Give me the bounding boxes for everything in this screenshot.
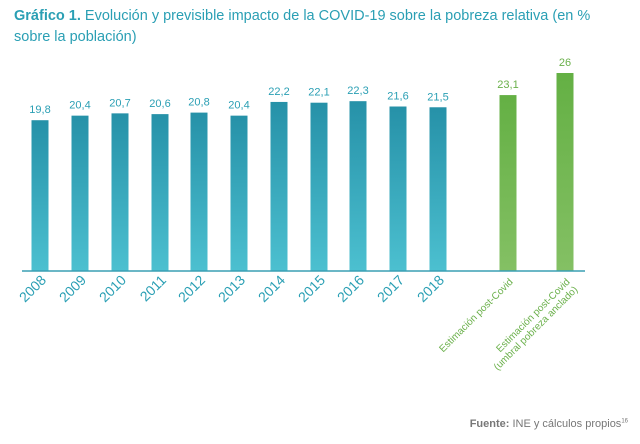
- tick-label-4: 2012: [175, 272, 208, 305]
- value-label-3: 20,6: [149, 98, 170, 110]
- tick-label-0-line-0: 2008: [16, 272, 49, 305]
- bar-0: [31, 120, 49, 271]
- bar-11: [499, 95, 517, 271]
- bar-10: [429, 107, 447, 272]
- value-label-5: 20,4: [228, 100, 249, 112]
- bar-5: [230, 115, 248, 272]
- tick-label-0: 2008: [16, 272, 49, 305]
- chart-title: Gráfico 1. Evolución y previsible impact…: [14, 6, 624, 48]
- tick-label-12-line-1: (umbral pobreza anclado): [492, 285, 580, 373]
- tick-label-5-line-0: 2013: [215, 272, 248, 305]
- value-label-6: 22,2: [268, 86, 289, 98]
- tick-label-10: 2018: [414, 272, 447, 305]
- value-label-7: 22,1: [308, 87, 329, 99]
- tick-label-6-line-0: 2014: [255, 272, 288, 305]
- source-note: Fuente: INE y cálculos propios16: [470, 418, 628, 430]
- bar-6: [270, 101, 288, 271]
- bar-2: [111, 113, 129, 271]
- tick-label-7-line-0: 2015: [295, 272, 328, 305]
- value-label-0: 19,8: [29, 104, 50, 116]
- value-label-2: 20,7: [109, 97, 130, 109]
- tick-label-8: 2016: [334, 272, 367, 305]
- tick-label-10-line-0: 2018: [414, 272, 447, 305]
- tick-label-3: 2011: [137, 272, 170, 305]
- bar-12: [556, 73, 574, 271]
- tick-label-2: 2010: [96, 272, 129, 305]
- bar-1: [71, 115, 89, 272]
- tick-label-9-line-0: 2017: [374, 272, 407, 305]
- tick-label-1: 2009: [56, 272, 89, 305]
- tick-label-3-line-0: 2011: [137, 272, 170, 305]
- value-label-1: 20,4: [69, 100, 90, 112]
- bar-7: [310, 102, 328, 271]
- tick-label-7: 2015: [295, 272, 328, 305]
- tick-label-2-line-0: 2010: [96, 272, 129, 305]
- tick-label-4-line-0: 2012: [175, 272, 208, 305]
- value-label-12: 26: [559, 57, 571, 69]
- tick-label-6: 2014: [255, 272, 288, 305]
- bar-8: [349, 101, 367, 271]
- value-label-11: 23,1: [497, 79, 518, 91]
- source-text: INE y cálculos propios: [512, 418, 622, 430]
- bar-9: [389, 106, 407, 271]
- value-label-10: 21,5: [427, 91, 448, 103]
- value-label-9: 21,6: [387, 91, 408, 103]
- tick-label-1-line-0: 2009: [56, 272, 89, 305]
- chart-title-text: Evolución y previsible impacto de la COV…: [14, 8, 591, 45]
- source-label: Fuente:: [469, 418, 510, 430]
- tick-label-9: 2017: [374, 272, 407, 305]
- value-label-8: 22,3: [347, 85, 368, 97]
- tick-label-5: 2013: [215, 272, 248, 305]
- source-footnote: 16: [621, 418, 628, 425]
- bar-3: [151, 114, 169, 271]
- chart-title-label: Gráfico 1.: [14, 8, 81, 24]
- tick-label-8-line-0: 2016: [334, 272, 367, 305]
- value-label-4: 20,8: [188, 97, 209, 109]
- bar-4: [190, 112, 208, 271]
